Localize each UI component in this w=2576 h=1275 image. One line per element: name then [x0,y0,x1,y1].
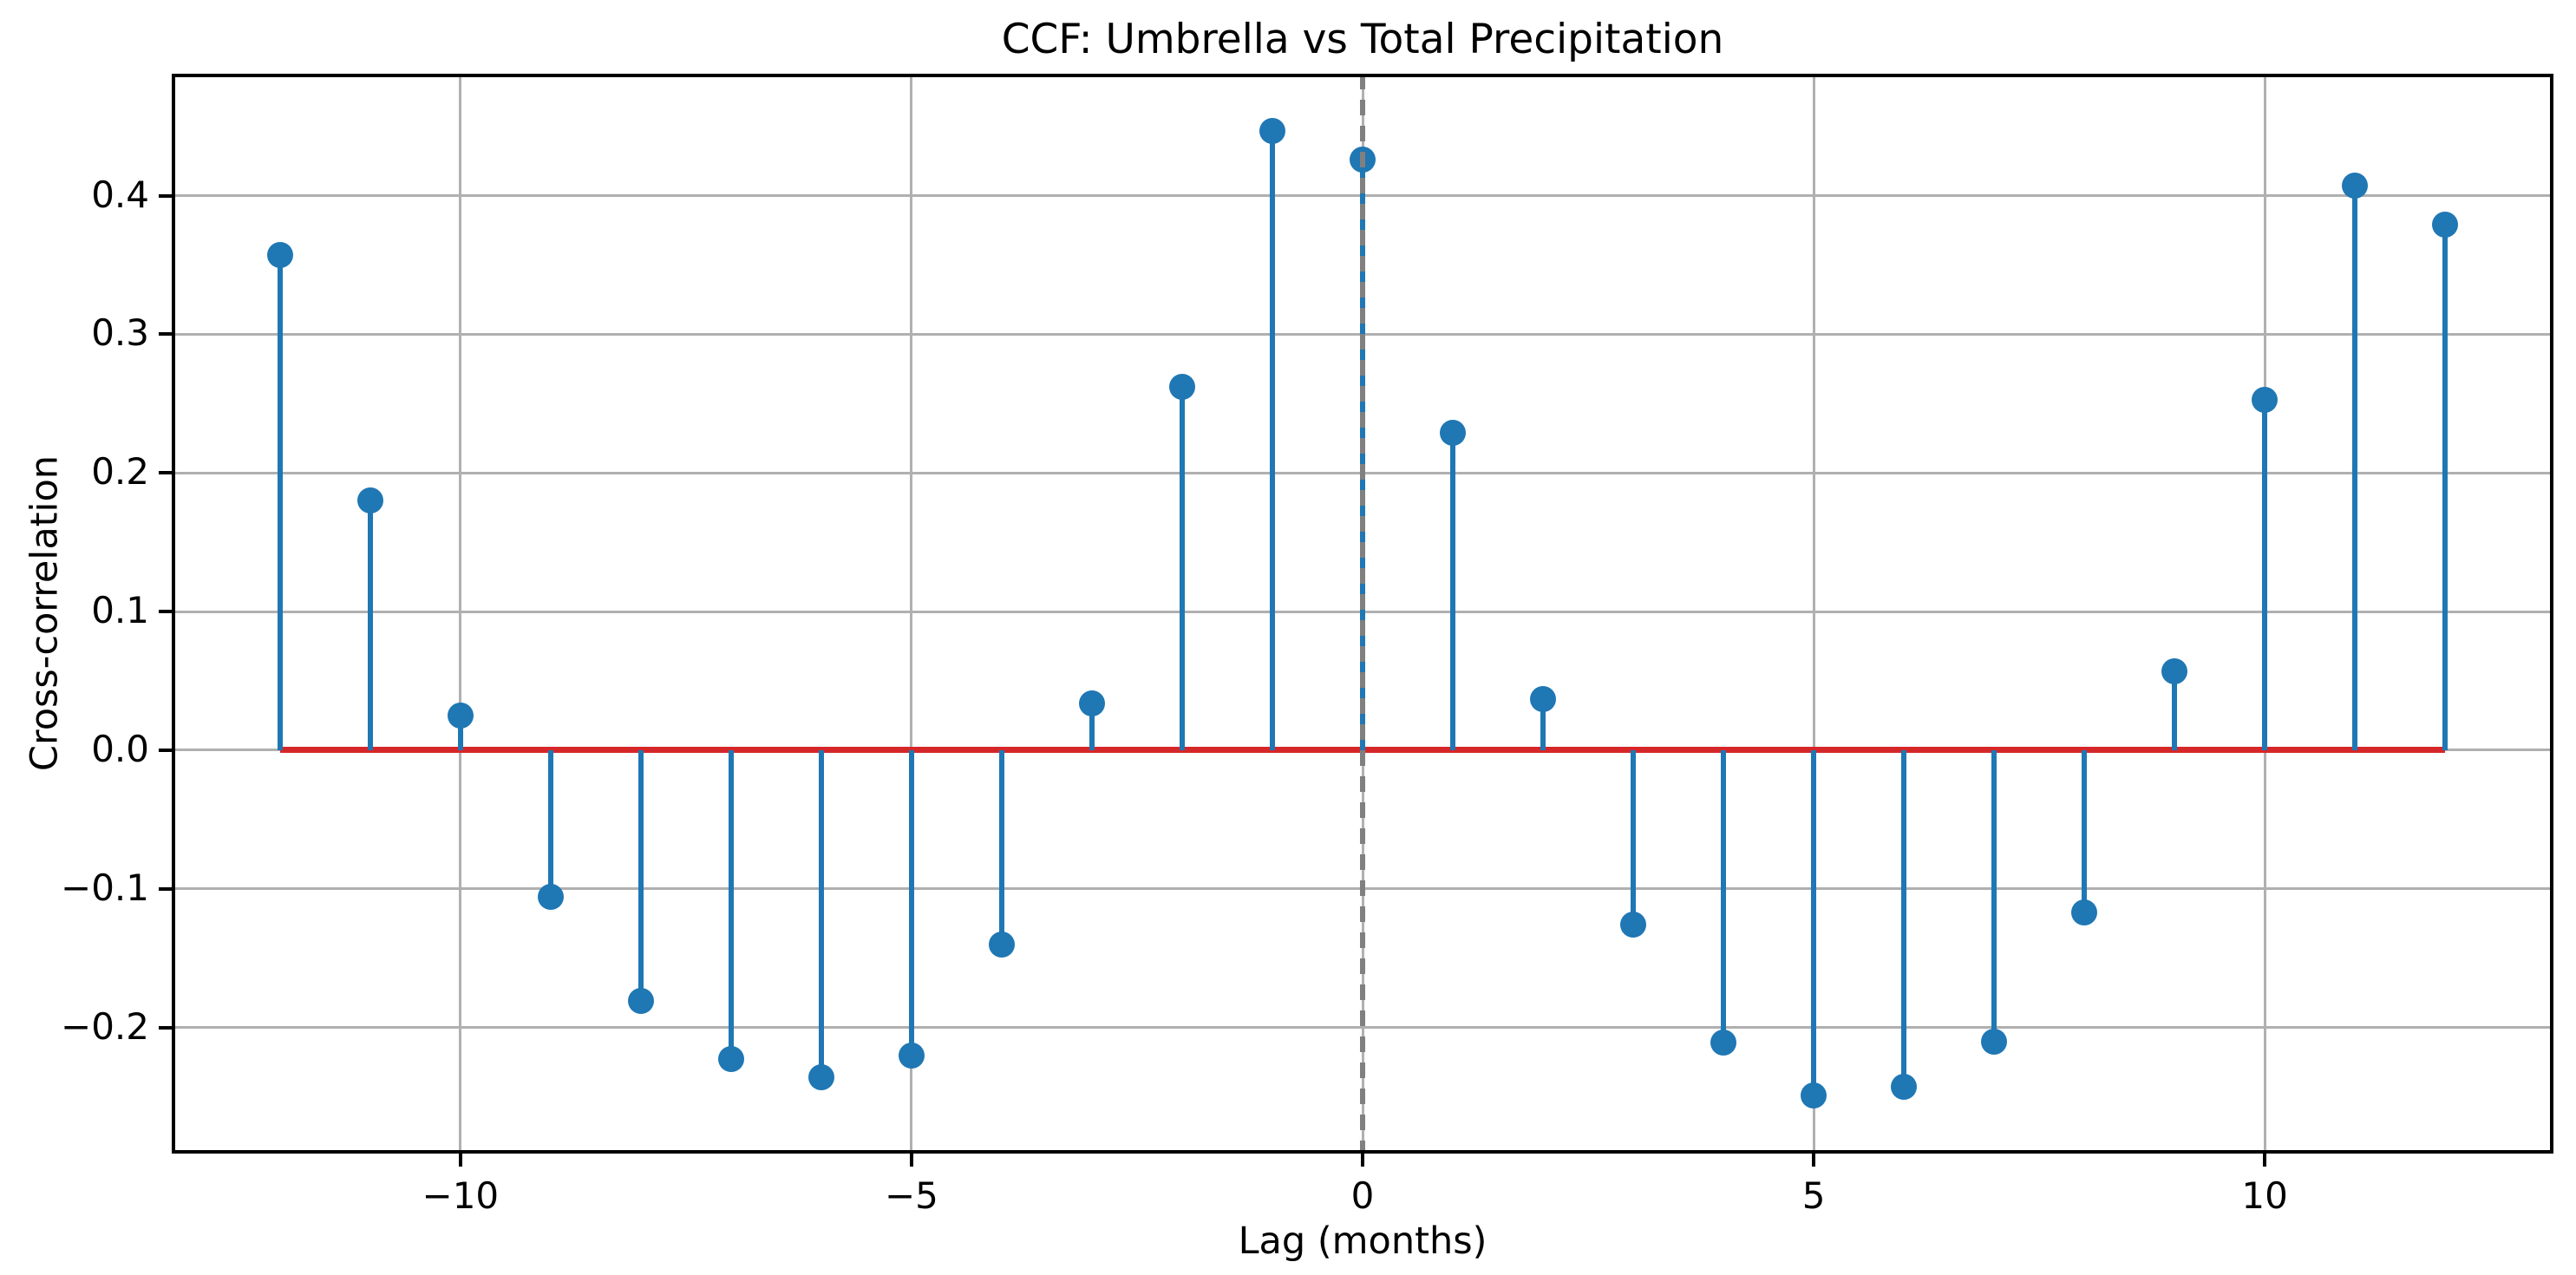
y-tick-label: 0.4 [91,173,149,216]
v-gridline [459,74,462,1154]
stem-marker [1981,1028,2008,1055]
y-tick-label: 0.2 [91,450,149,494]
stem-marker [1168,374,1195,401]
stem-line [1811,749,1817,1095]
y-tick-mark [159,332,172,337]
stem-marker [988,931,1015,958]
y-tick-label: −0.2 [61,1004,149,1048]
stem-marker [1710,1030,1737,1056]
stem-line [1089,703,1095,750]
stem-marker [356,487,383,514]
stem-line [1179,387,1185,750]
x-tick-label: 10 [2241,1174,2288,1217]
y-tick-mark [159,610,172,614]
x-axis-label: Lag (months) [1238,1219,1487,1263]
x-tick-label: 0 [1350,1174,1375,1217]
y-tick-label: 0.0 [91,727,149,770]
stem-marker [2161,657,2188,684]
stem-marker [2252,386,2279,413]
stem-marker [2071,899,2098,925]
y-tick-mark [159,471,172,475]
stem-line [2442,225,2449,750]
stem-line [367,500,373,750]
stem-line [908,749,914,1056]
chart-title: CCF: Umbrella vs Total Precipitation [1001,16,1724,63]
stem-line [2172,670,2178,750]
x-tick-label: −10 [422,1174,500,1217]
stem-line [2352,186,2358,750]
stem-line [818,749,824,1078]
stem-marker [1801,1082,1827,1108]
stem-marker [627,988,654,1015]
x-tick-mark [909,1154,913,1167]
stem-line [1540,698,1546,750]
stem-line [1450,432,1455,750]
stem-marker [1259,117,1285,144]
stem-marker [807,1064,834,1091]
y-tick-label: 0.3 [91,311,149,355]
stem-marker [1440,419,1466,446]
stem-line [1269,130,1275,750]
stem-marker [2342,173,2369,199]
y-tick-mark [159,886,172,891]
stem-marker [447,702,474,729]
stem-line [637,749,644,1002]
stem-marker [1530,685,1557,712]
y-tick-mark [159,193,172,198]
y-tick-mark [159,1025,172,1030]
stem-line [2262,399,2268,750]
stem-line [547,749,553,898]
stem-marker [898,1042,925,1069]
stem-line [457,715,463,750]
x-tick-label: 5 [1801,1174,1826,1217]
stem-line [1631,749,1637,925]
stem-line [998,749,1004,945]
v-gridline [1812,74,1815,1154]
v-gridline [910,74,913,1154]
stem-line [1901,749,1907,1088]
y-tick-mark [159,748,172,752]
x-tick-mark [1812,1154,1816,1167]
stem-line [277,255,283,750]
zero-lag-vline [1360,74,1365,1154]
stem-marker [1620,912,1647,938]
x-tick-mark [1361,1154,1364,1167]
stem-marker [1891,1074,1918,1101]
x-tick-mark [2263,1154,2267,1167]
stem-marker [717,1046,744,1073]
stem-marker [537,884,564,911]
stem-line [1991,749,1997,1042]
stem-marker [2432,212,2459,239]
stem-line [2082,749,2088,912]
y-tick-label: 0.1 [91,589,149,632]
stem-marker [1078,690,1105,716]
plot-area [172,74,2553,1154]
stem-marker [266,242,293,269]
stem-line [728,749,734,1060]
x-tick-label: −5 [884,1174,938,1217]
y-tick-label: −0.1 [61,866,149,909]
stem-line [1721,749,1727,1043]
x-tick-mark [458,1154,462,1167]
